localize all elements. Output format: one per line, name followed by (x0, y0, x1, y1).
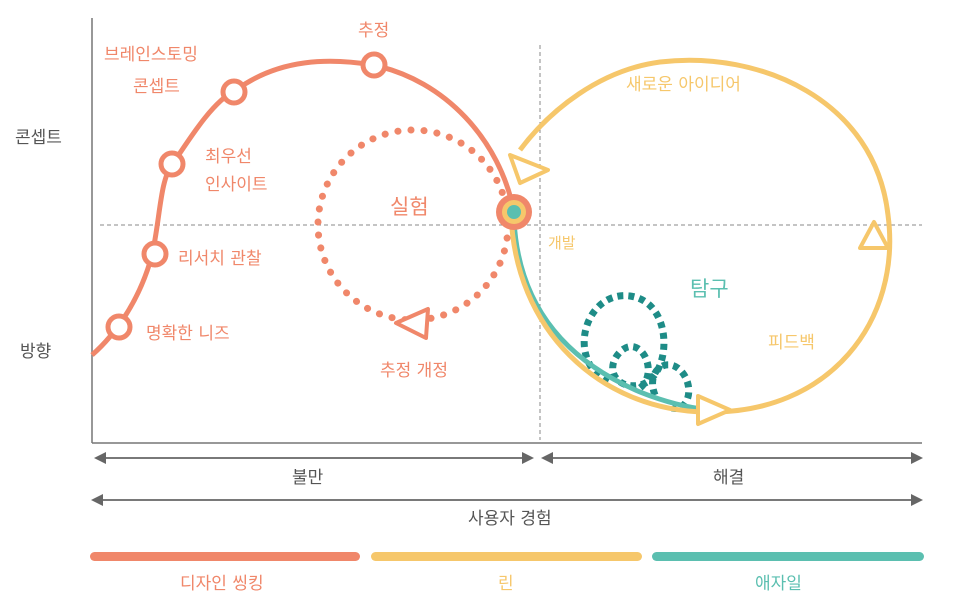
feedback-label: 피드백 (768, 333, 815, 353)
step-clear-need: 명확한 니즈 (146, 324, 230, 344)
lean-arrow-top-icon (508, 153, 550, 185)
step-concept: 콘셉트 (133, 77, 180, 97)
step-insight: 인사이트 (205, 175, 268, 195)
solution-label: 해결 (713, 468, 744, 488)
agile-path (511, 219, 711, 413)
step-brainstorm: 브레인스토밍 (104, 45, 198, 65)
experiment-arrow-icon (394, 307, 430, 340)
user-experience-label: 사용자 경험 (468, 509, 552, 529)
estimate-revision-label: 추정 개정 (380, 361, 448, 381)
develop-label: 개발 (548, 234, 576, 252)
design-thinking-curve (90, 58, 517, 357)
lean-arrow-right-icon (858, 220, 890, 250)
uncertainty-label: 불만 (292, 468, 324, 488)
step-research: 리서치 관찰 (178, 249, 262, 269)
node-research (141, 240, 169, 268)
legend-bar-lean (371, 552, 642, 561)
step-estimate: 추정 (358, 21, 389, 41)
explore-label: 탐구 (690, 277, 729, 301)
experiment-label: 실험 (390, 195, 429, 219)
node-priority (158, 150, 186, 178)
node-clear-need (105, 313, 133, 341)
legend-design-thinking: 디자인 씽킹 (180, 574, 264, 594)
node-brainstorm (220, 78, 248, 106)
junction-node-core (507, 205, 521, 219)
lean-arrow-bottom-icon (696, 394, 732, 426)
node-estimate (360, 51, 388, 79)
y-label-concept: 콘셉트 (15, 128, 62, 148)
new-idea-label: 새로운 아이디어 (626, 75, 741, 95)
y-label-direction: 방향 (20, 342, 51, 362)
legend-agile: 애자일 (755, 574, 802, 594)
lean-loop-path (508, 57, 893, 415)
legend-lean: 린 (498, 574, 514, 594)
step-priority: 최우선 (205, 147, 252, 167)
legend-bar-design-thinking (90, 552, 360, 561)
legend-bar-agile (652, 552, 924, 561)
